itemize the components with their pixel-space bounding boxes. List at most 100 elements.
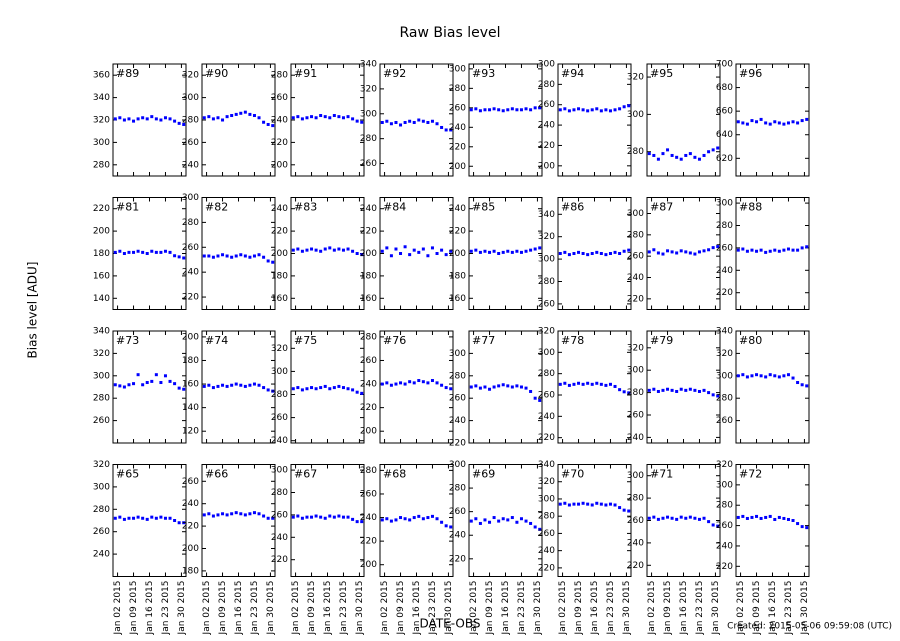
data-point [759, 374, 763, 378]
data-point [408, 119, 412, 123]
data-point [262, 120, 266, 124]
panel-label: #73 [116, 334, 139, 347]
y-tick-label: 220 [538, 141, 555, 151]
data-point [291, 116, 295, 120]
data-point [670, 516, 674, 520]
data-point [755, 249, 759, 253]
x-tick-label: Jan 23 2015 [250, 581, 260, 636]
data-point [474, 248, 478, 252]
data-point [741, 247, 745, 251]
data-point [341, 386, 345, 390]
data-point [230, 383, 234, 387]
data-point [741, 121, 745, 125]
data-point [394, 518, 398, 522]
y-tick-label: 240 [360, 380, 377, 390]
data-point [136, 249, 140, 253]
y-tick-label: 260 [271, 93, 288, 103]
data-point [221, 512, 225, 516]
data-point [296, 115, 300, 119]
data-point [154, 516, 158, 520]
panel-label: #88 [739, 201, 762, 214]
data-point [173, 519, 177, 522]
data-point [412, 248, 416, 252]
y-tick-label: 300 [182, 93, 199, 103]
data-point [679, 157, 683, 161]
y-tick-label: 280 [360, 134, 377, 144]
panel-label: #94 [561, 67, 584, 80]
y-tick-label: 320 [271, 344, 288, 354]
data-point [661, 388, 665, 392]
y-tick-label: 360 [93, 71, 110, 81]
y-tick-label: 300 [627, 366, 644, 376]
data-point [613, 503, 617, 507]
panel-frame [201, 197, 276, 310]
y-tick-label: 280 [182, 218, 199, 228]
data-point [604, 253, 608, 257]
data-point [595, 250, 599, 254]
data-point [604, 383, 608, 387]
data-point [478, 386, 482, 390]
data-point [380, 120, 384, 124]
x-tick-label: Jan 30 2015 [622, 581, 632, 636]
data-point [399, 252, 403, 255]
data-point [159, 515, 163, 519]
data-point [773, 248, 777, 252]
data-point [563, 381, 567, 385]
y-tick-label: 340 [716, 327, 733, 337]
y-tick-label: 280 [93, 394, 110, 404]
data-point [613, 384, 617, 388]
y-tick-label: 240 [449, 531, 466, 541]
panel-label: #79 [650, 334, 673, 347]
data-point [141, 383, 145, 387]
data-point [506, 384, 510, 388]
data-point [716, 245, 720, 249]
data-point [239, 253, 243, 257]
data-point [328, 116, 332, 120]
panel-label: #95 [650, 67, 673, 80]
data-point [693, 155, 697, 159]
data-point [492, 516, 496, 520]
data-point [661, 252, 665, 256]
y-tick-label: 280 [538, 80, 555, 90]
data-point [444, 524, 448, 528]
y-tick-label: 280 [449, 484, 466, 494]
data-point [796, 121, 800, 125]
data-point [538, 106, 542, 110]
panel-frame [557, 63, 632, 177]
data-point [122, 252, 126, 255]
data-point [154, 250, 158, 254]
data-point [337, 115, 341, 119]
data-point [314, 514, 318, 518]
data-point [323, 516, 327, 520]
data-point [684, 153, 688, 157]
x-tick-label: Jan 23 2015 [161, 581, 171, 636]
data-point [351, 388, 355, 392]
y-tick-label: 220 [271, 555, 288, 565]
y-tick-label: 300 [716, 371, 733, 381]
y-tick-label: 260 [449, 507, 466, 517]
data-point [207, 512, 211, 516]
y-tick-label: 120 [182, 427, 199, 437]
data-point [488, 108, 492, 112]
x-tick-label: Jan 30 2015 [800, 581, 810, 636]
data-point [412, 381, 416, 385]
data-point [332, 386, 336, 390]
y-tick-label: 160 [271, 294, 288, 304]
data-point [412, 120, 416, 124]
data-point [211, 255, 215, 259]
y-tick-label: 660 [716, 107, 733, 117]
data-point [168, 516, 172, 520]
y-tick-label: 220 [360, 227, 377, 237]
data-point [800, 383, 804, 387]
data-point [572, 382, 576, 386]
data-point [750, 515, 754, 519]
data-point [622, 508, 626, 512]
data-point [697, 250, 701, 254]
data-point [796, 522, 800, 526]
x-tick-label: Jan 16 2015 [323, 581, 333, 636]
panel-label: #74 [205, 334, 228, 347]
x-tick-label: Jan 09 2015 [218, 581, 228, 636]
y-tick-label: 260 [271, 413, 288, 423]
x-tick-label: Jan 30 2015 [711, 581, 721, 636]
chart-title: Raw Bias level [399, 25, 500, 41]
